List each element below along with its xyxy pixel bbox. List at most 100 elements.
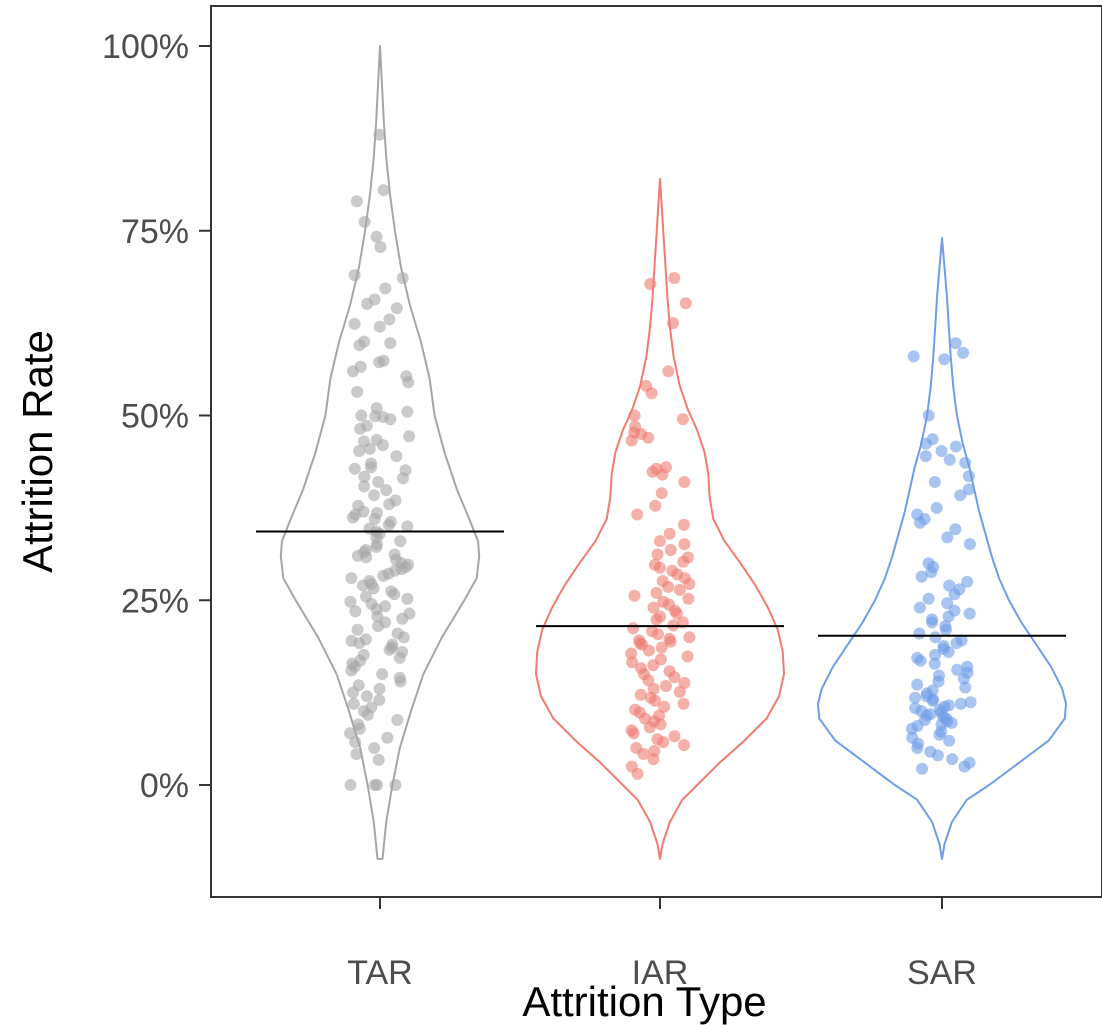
data-point (679, 297, 692, 310)
data-point (929, 648, 942, 661)
data-point (655, 641, 668, 654)
data-point (344, 779, 357, 791)
y-tick-label: 100% (102, 28, 189, 66)
x-tick-label: TAR (347, 954, 412, 992)
data-point (351, 623, 364, 636)
data-point (389, 779, 402, 791)
data-point (670, 607, 683, 620)
data-point (373, 356, 386, 369)
data-point (926, 616, 939, 629)
data-point (676, 413, 689, 426)
data-point (963, 538, 976, 551)
violin-group-tar (256, 45, 504, 860)
data-point (376, 668, 389, 681)
data-point (383, 498, 396, 511)
data-point (393, 651, 406, 664)
data-point (950, 637, 963, 650)
x-tick-label: IAR (632, 954, 689, 992)
y-tick-label: 75% (121, 213, 189, 251)
data-point (654, 718, 667, 731)
data-point (931, 749, 944, 762)
data-point (677, 555, 690, 568)
data-point (349, 736, 362, 749)
data-point (348, 269, 361, 282)
data-point (678, 739, 690, 752)
data-point (626, 656, 639, 669)
data-point (951, 663, 964, 676)
data-point (916, 762, 928, 775)
y-tick-label: 50% (121, 398, 189, 436)
data-point (627, 622, 640, 635)
data-point (907, 350, 920, 363)
data-point (941, 531, 954, 544)
data-point (942, 646, 955, 658)
data-point (374, 241, 387, 253)
data-point (639, 712, 651, 725)
data-point (360, 551, 373, 564)
data-point (668, 671, 681, 684)
data-point (946, 753, 959, 766)
data-point (663, 527, 676, 540)
data-point (373, 694, 386, 706)
data-point (373, 128, 386, 141)
data-point (368, 742, 381, 754)
data-point (394, 675, 407, 688)
data-point (656, 468, 669, 481)
data-point (368, 489, 381, 502)
data-point (673, 685, 686, 698)
data-point (372, 753, 385, 766)
data-point (361, 297, 374, 310)
data-point (380, 484, 393, 497)
data-point (922, 409, 935, 422)
data-point (358, 470, 371, 483)
data-point (678, 476, 691, 488)
data-point (649, 499, 662, 512)
data-point (647, 753, 660, 766)
data-point (943, 579, 956, 592)
data-point (358, 480, 371, 493)
data-point (372, 476, 385, 488)
data-point (657, 736, 670, 749)
data-point (919, 437, 932, 450)
data-point (627, 727, 640, 740)
data-point (383, 313, 396, 326)
data-point (376, 439, 389, 452)
data-point (390, 450, 403, 463)
data-point (396, 612, 409, 625)
data-point (658, 700, 671, 713)
data-point (954, 697, 967, 710)
data-point (678, 677, 691, 689)
data-point (353, 339, 366, 352)
data-point (644, 278, 657, 290)
data-point (943, 453, 956, 466)
data-point (943, 734, 956, 747)
data-point (647, 601, 660, 614)
data-point (933, 728, 946, 741)
data-point (660, 680, 672, 692)
data-point (355, 409, 368, 422)
data-point (942, 610, 955, 623)
x-axis-title: Attrition Type (522, 978, 766, 1025)
data-point (625, 434, 638, 447)
data-point (384, 337, 397, 350)
data-point (928, 657, 941, 670)
data-point (662, 580, 675, 593)
data-point (678, 538, 691, 551)
data-point (390, 302, 403, 315)
data-point (649, 694, 661, 707)
data-point (911, 742, 924, 754)
data-point (358, 215, 371, 228)
data-point (682, 592, 695, 605)
data-point (652, 628, 664, 641)
data-point (368, 513, 381, 525)
data-point (962, 483, 975, 496)
data-point (348, 317, 361, 330)
data-point (625, 647, 638, 660)
data-point (381, 731, 394, 744)
data-point (354, 422, 367, 435)
data-point (964, 696, 977, 709)
data-point (935, 445, 948, 457)
data-point (949, 523, 962, 536)
data-point (945, 716, 958, 729)
